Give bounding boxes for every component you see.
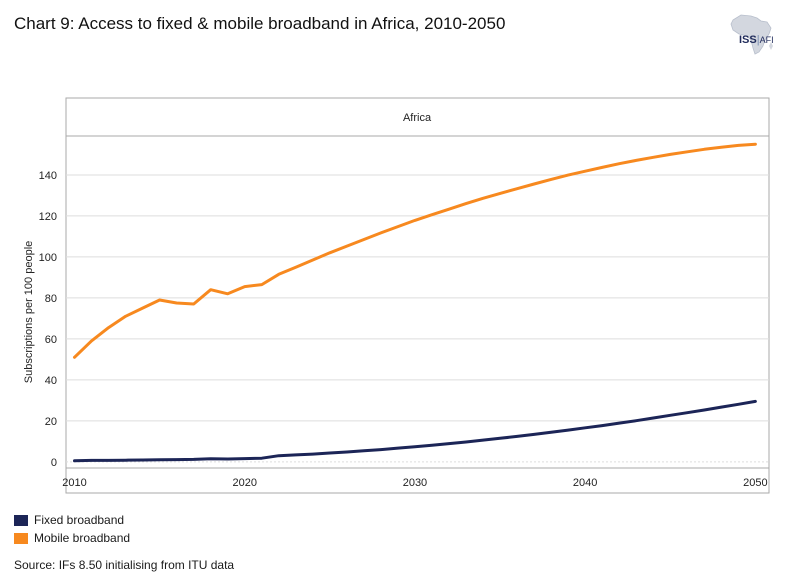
y-tick-label-80: 80	[45, 293, 57, 305]
y-tick-labels: 0 20 40 60 80 100 120 140	[39, 170, 57, 469]
y-tick-label-0: 0	[51, 457, 57, 469]
y-tick-label-20: 20	[45, 416, 57, 428]
x-tick-label-2040: 2040	[573, 477, 597, 489]
plot-frame	[65, 97, 770, 494]
series-lines	[73, 142, 757, 463]
y-tick-label-60: 60	[45, 334, 57, 346]
africa-map-icon	[730, 14, 773, 55]
x-tick-label-2020: 2020	[232, 477, 256, 489]
legend-label-mobile: Mobile broadband	[34, 531, 131, 545]
legend-label-fixed: Fixed broadband	[34, 513, 125, 527]
line-chart: Africa Subscriptions per 100 people 0204…	[23, 97, 770, 494]
x-tick-label-2050: 2050	[743, 477, 767, 489]
y-tick-label-120: 120	[39, 211, 57, 223]
chart-title: Chart 9: Access to fixed & mobile broadb…	[14, 14, 506, 33]
logo-main-text: ISS	[739, 34, 757, 46]
x-tick-labels: 2010 2020 2030 2040 2050	[62, 477, 767, 489]
y-axis-label: Subscriptions per 100 people	[23, 241, 35, 383]
legend-swatch-mobile	[14, 532, 28, 544]
series-line-mobile-broadband	[73, 142, 757, 359]
x-tick-label-2030: 2030	[403, 477, 427, 489]
logo-sub-text: AFI	[759, 35, 774, 45]
legend-swatch-fixed	[14, 514, 28, 526]
iss-logo: ISS|AFI	[739, 34, 774, 46]
source-note: Source: IFs 8.50 initialising from ITU d…	[14, 558, 235, 572]
x-tick-label-2010: 2010	[62, 477, 86, 489]
legend-item-fixed: Fixed broadband	[14, 511, 130, 529]
y-tick-label-40: 40	[45, 375, 57, 387]
legend: Fixed broadband Mobile broadband	[14, 511, 130, 547]
y-tick-label-100: 100	[39, 252, 57, 264]
panel-title: Africa	[403, 112, 432, 124]
legend-item-mobile: Mobile broadband	[14, 529, 130, 547]
y-tick-label-140: 140	[39, 170, 57, 182]
series-line-fixed-broadband	[73, 399, 757, 463]
grid-lines	[66, 174, 769, 463]
